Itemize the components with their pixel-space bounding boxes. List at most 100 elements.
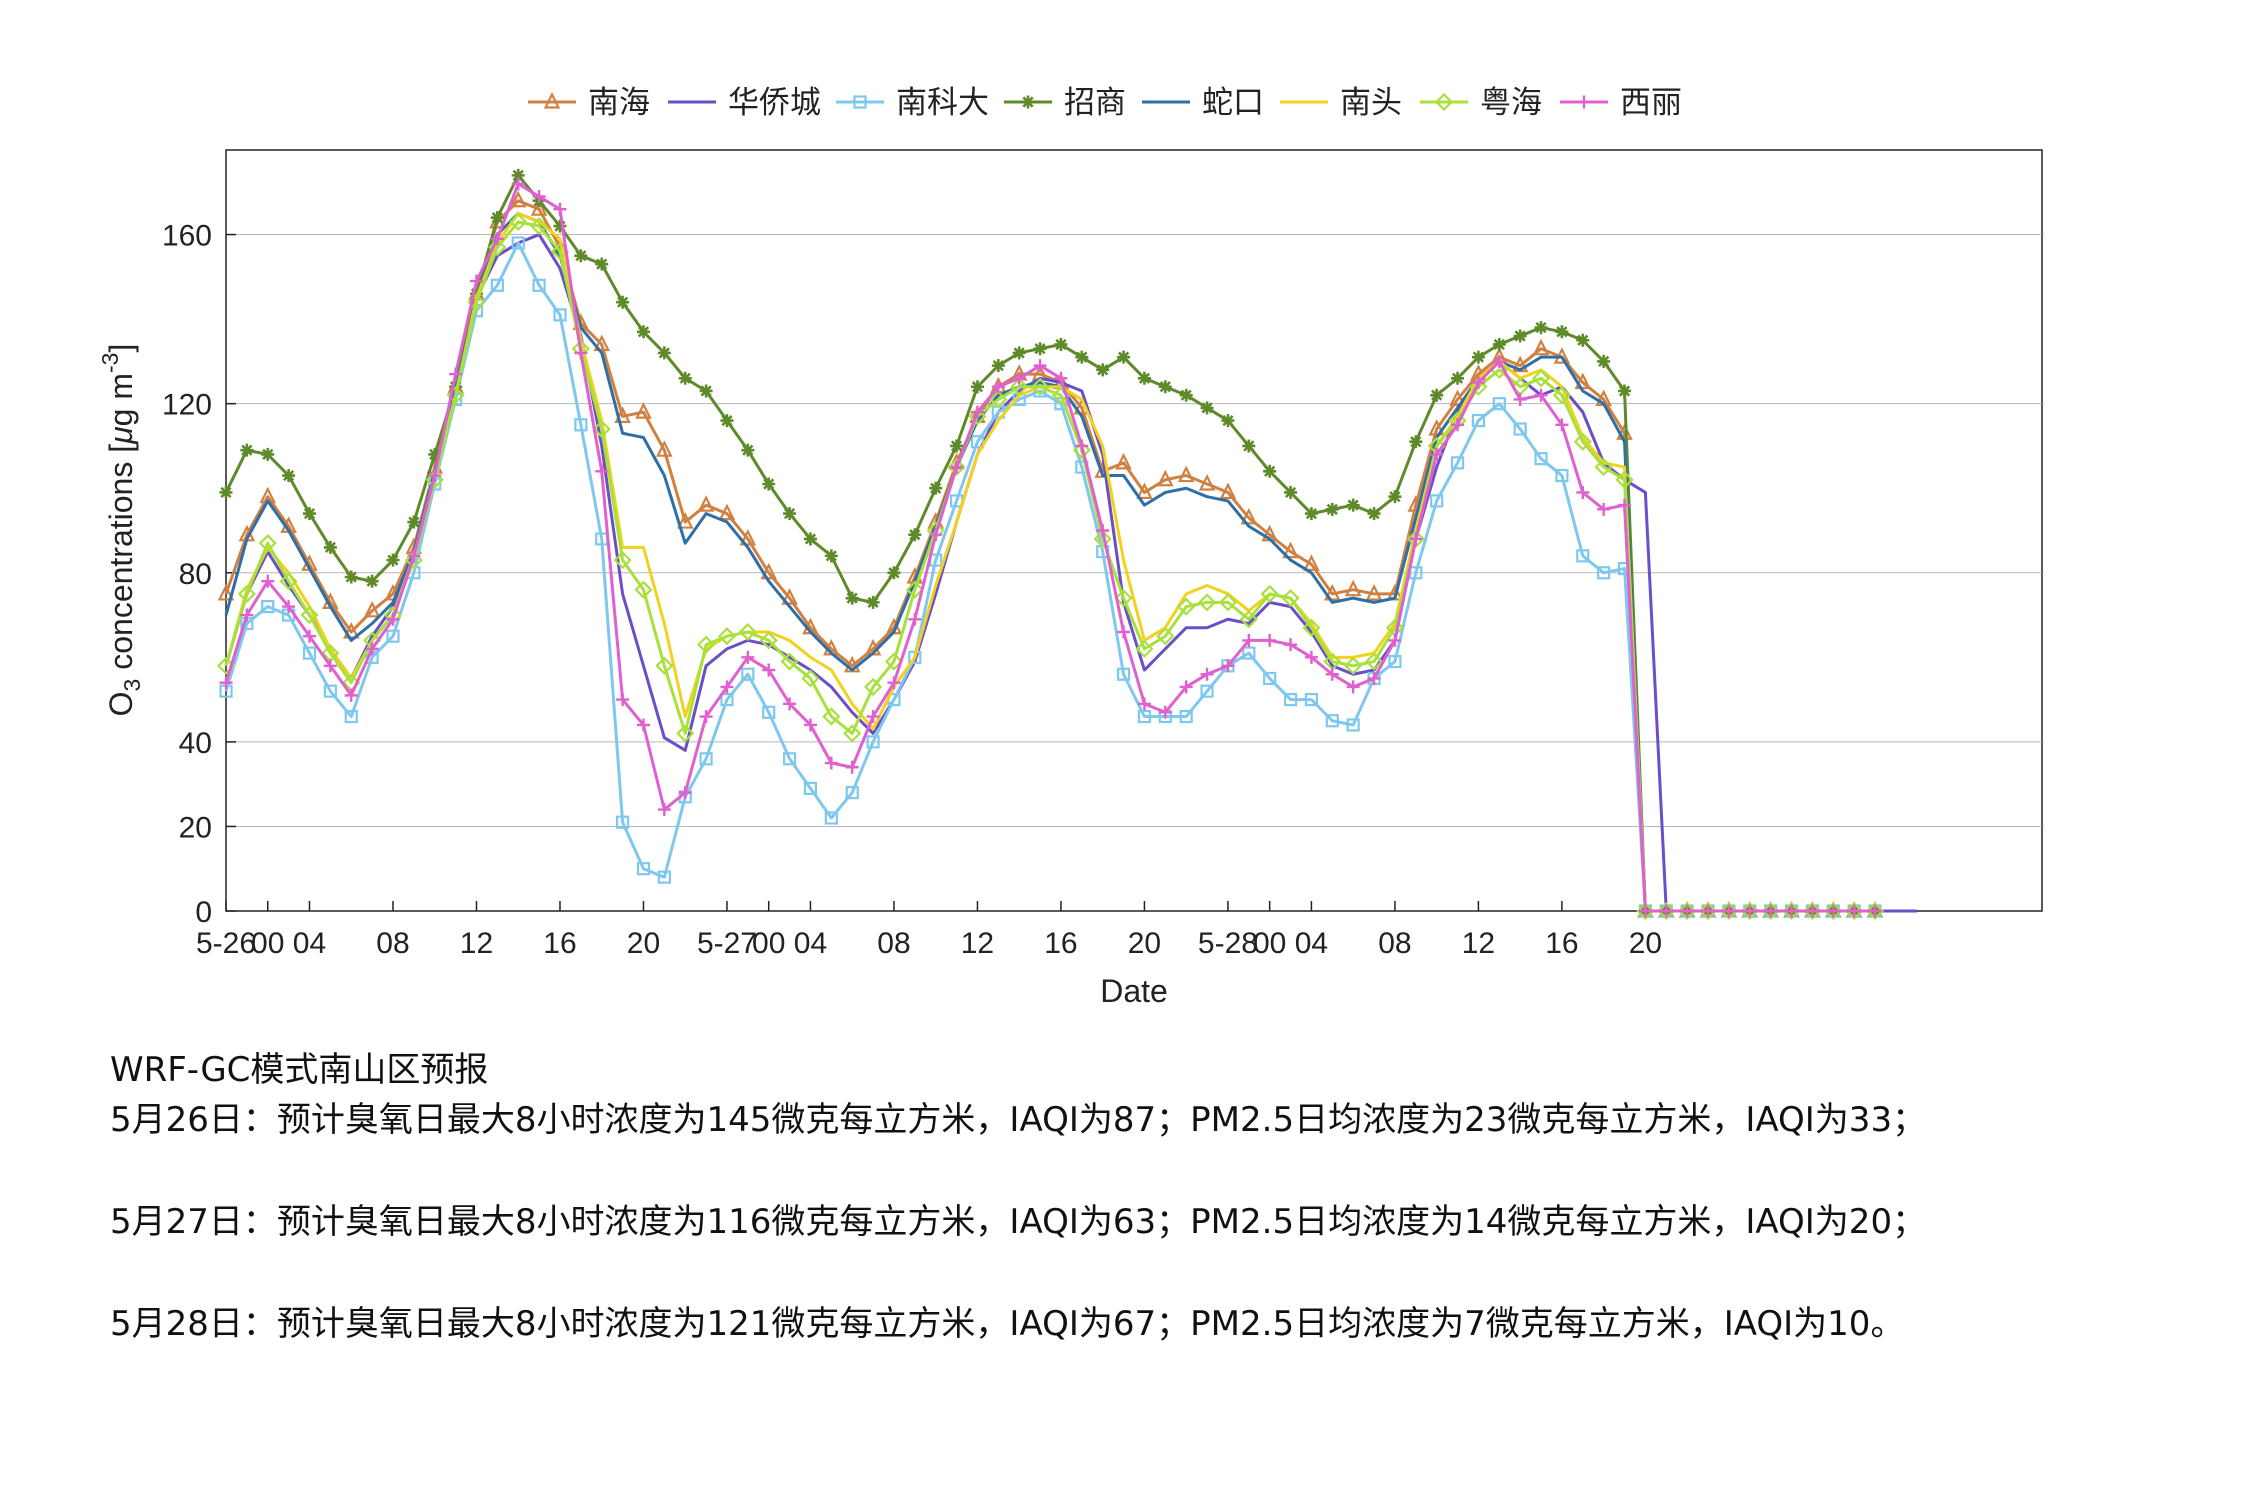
data-point: [1388, 490, 1402, 504]
plot-area: [225, 149, 2043, 912]
data-point: [1659, 904, 1673, 918]
data-point: [1346, 718, 1360, 732]
data-point: [1116, 667, 1131, 681]
data-point: [1469, 377, 1488, 396]
data-point: [1157, 469, 1174, 487]
data-point: [824, 549, 838, 563]
data-point: [1576, 549, 1590, 563]
data-point: [530, 217, 549, 236]
data-point: [363, 600, 381, 618]
x-tick-label: 00: [251, 927, 284, 960]
data-point: [1242, 633, 1256, 647]
data-point: [783, 697, 797, 711]
data-point: [1364, 652, 1384, 671]
data-point: [1492, 354, 1506, 368]
data-point: [1239, 610, 1258, 629]
x-tick-label: 16: [543, 927, 576, 960]
data-point: [1471, 376, 1485, 390]
data-point: [386, 612, 400, 626]
data-point: [634, 580, 653, 599]
forecast-day-1: 5月26日：预计臭氧日最大8小时浓度为145微克每立方米，IAQI为87；PM2…: [110, 1100, 1927, 1140]
data-point: [1618, 384, 1632, 398]
data-point: [1012, 346, 1026, 360]
data-point: [1552, 386, 1571, 405]
data-point: [1304, 693, 1319, 707]
data-point: [1719, 901, 1738, 921]
data-point: [656, 440, 673, 457]
data-point: [1722, 904, 1736, 918]
data-point: [1304, 650, 1318, 664]
legend-label: 华侨城: [728, 85, 821, 120]
x-tick-label: 12: [1462, 927, 1495, 960]
data-point: [237, 584, 256, 603]
data-point: [887, 566, 901, 580]
data-point: [1430, 388, 1444, 402]
data-point: [718, 503, 736, 521]
data-point: [323, 684, 337, 698]
data-point: [323, 540, 337, 554]
data-point: [1449, 389, 1466, 407]
x-tick-label: 08: [376, 927, 409, 960]
y-tick-label: 20: [179, 811, 212, 844]
data-point: [511, 236, 525, 250]
data-point: [1033, 359, 1047, 373]
data-point: [929, 481, 943, 495]
data-point: [1346, 680, 1360, 694]
data-point: [1324, 583, 1341, 601]
data-point: [509, 190, 527, 208]
data-point: [1388, 633, 1402, 647]
data-point: [845, 591, 859, 605]
y-tick-label: 160: [162, 220, 212, 253]
data-point: [1093, 529, 1112, 549]
data-point: [490, 232, 504, 246]
data-point: [697, 495, 715, 512]
data-point: [613, 551, 632, 570]
data-point: [1137, 697, 1151, 711]
data-point: [908, 612, 922, 626]
data-point: [1115, 452, 1132, 470]
data-point: [1303, 554, 1320, 571]
legend-marker: [1577, 95, 1591, 109]
data-point: [636, 718, 650, 732]
series-7: [219, 177, 1882, 918]
data-point: [884, 652, 904, 671]
data-point: [1534, 452, 1548, 466]
data-point: [822, 707, 841, 726]
data-point: [219, 485, 233, 499]
data-point: [1534, 388, 1548, 402]
legend-item: 南科大: [836, 85, 989, 120]
y-axis: 0 20 40 80 120 160: [162, 220, 236, 929]
data-point: [1555, 325, 1569, 339]
data-point: [1158, 380, 1172, 394]
data-point: [1137, 709, 1152, 724]
data-point: [783, 507, 797, 521]
data-point: [425, 470, 444, 489]
data-point: [1031, 377, 1050, 396]
data-point: [1513, 392, 1527, 406]
legend-item: 南海: [528, 85, 650, 120]
legend-marker: [1021, 95, 1035, 109]
data-point: [1054, 337, 1068, 351]
data-point: [323, 659, 337, 673]
data-point: [1219, 482, 1237, 500]
data-point: [699, 752, 713, 766]
data-point: [991, 359, 1005, 373]
x-tick-label: 04: [293, 927, 326, 960]
data-point: [595, 464, 609, 478]
x-tick-label: 00: [752, 927, 785, 960]
data-point: [782, 752, 797, 766]
data-point: [1513, 329, 1527, 343]
data-point: [1409, 532, 1423, 546]
data-point: [615, 815, 630, 829]
y-gridlines: [226, 234, 2042, 827]
data-point: [1534, 321, 1548, 335]
data-point: [845, 786, 859, 800]
data-point: [1388, 654, 1402, 669]
data-point: [344, 709, 358, 724]
data-point: [428, 469, 442, 483]
data-point: [407, 515, 421, 529]
data-point: [1576, 333, 1590, 347]
data-point: [1845, 901, 1864, 921]
data-point: [929, 528, 943, 542]
data-point: [449, 367, 463, 381]
